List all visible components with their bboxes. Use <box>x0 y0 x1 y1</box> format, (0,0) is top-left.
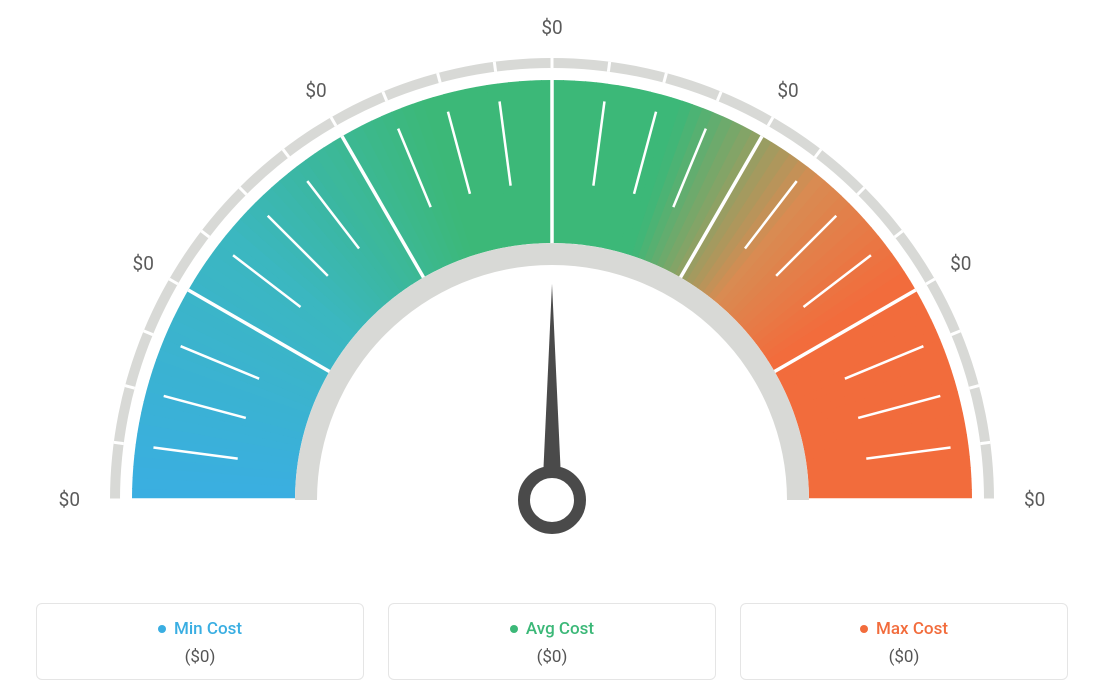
legend-label-min: Min Cost <box>174 619 242 639</box>
legend-card-min: Min Cost ($0) <box>36 603 364 680</box>
legend-dot-avg <box>510 625 518 633</box>
gauge-tick-label: $0 <box>305 79 326 102</box>
gauge-svg: $0 $0 $0 $0 $0 $0 $0 <box>0 0 1104 570</box>
legend-label-max: Max Cost <box>876 619 948 639</box>
gauge-tick-label: $0 <box>541 16 562 39</box>
legend-dot-max <box>860 625 868 633</box>
legend-value-max: ($0) <box>751 647 1057 667</box>
gauge-tick-label: $0 <box>1024 488 1045 511</box>
legend-dot-min <box>158 625 166 633</box>
gauge-needle-hub <box>524 472 580 528</box>
legend-value-min: ($0) <box>47 647 353 667</box>
legend-value-avg: ($0) <box>399 647 705 667</box>
legend-card-avg: Avg Cost ($0) <box>388 603 716 680</box>
legend-card-max: Max Cost ($0) <box>740 603 1068 680</box>
gauge-tick-label: $0 <box>59 488 80 511</box>
gauge-tick-label: $0 <box>950 252 971 275</box>
cost-gauge-widget: $0 $0 $0 $0 $0 $0 $0 Min Cost ($0) Avg Cost ($… <box>0 0 1104 690</box>
gauge-tick-label: $0 <box>777 79 798 102</box>
gauge-tick-label: $0 <box>133 252 154 275</box>
legend-row: Min Cost ($0) Avg Cost ($0) Max Cost ($0… <box>0 603 1104 680</box>
gauge-chart: $0 $0 $0 $0 $0 $0 $0 <box>0 0 1104 560</box>
legend-label-avg: Avg Cost <box>526 619 594 639</box>
